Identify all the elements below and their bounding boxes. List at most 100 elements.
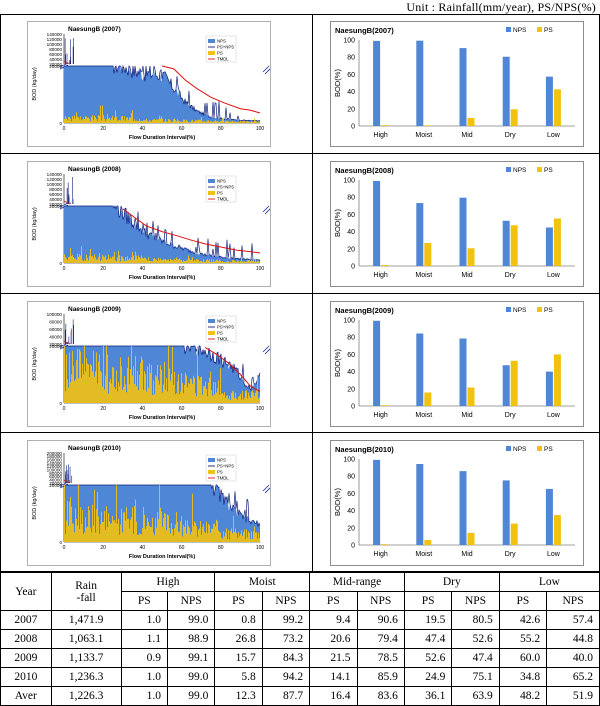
bar-nps	[502, 365, 510, 406]
ps-bar	[126, 507, 127, 542]
ps-bar	[198, 259, 199, 263]
ps-bar	[233, 391, 234, 403]
ps-bar	[247, 398, 248, 403]
ps-bar	[203, 121, 204, 123]
table-row: Aver 1,226.3 1.0 99.0 12.3 87.7 16.4 83.6 36…	[0, 686, 600, 706]
ps-bar	[140, 121, 141, 123]
ps-bar	[119, 119, 120, 123]
ps-bar	[72, 350, 73, 403]
ps-bar	[90, 121, 91, 123]
ps-bar	[172, 121, 173, 123]
ps-bar	[78, 256, 79, 263]
ps-bar	[221, 537, 222, 542]
legend-label: PS	[544, 167, 553, 174]
ps-bar	[158, 119, 159, 123]
ps-bar	[219, 121, 220, 123]
ps-bar	[218, 530, 219, 542]
cell-value: 26.8	[214, 629, 263, 649]
ps-bar	[184, 119, 185, 123]
ps-bar	[235, 392, 236, 403]
y-tick-label: 0	[351, 543, 355, 550]
ps-bar	[202, 261, 203, 263]
ps-bar	[107, 527, 108, 542]
ps-bar	[65, 391, 66, 403]
ps-bar	[98, 361, 99, 403]
ps-bar	[229, 539, 230, 542]
x-tick-label: High	[373, 412, 388, 419]
legend-swatch	[208, 458, 215, 462]
ps-bar	[69, 501, 70, 542]
ps-bar	[240, 261, 241, 263]
ps-bar	[213, 381, 214, 403]
legend-label: NPS	[217, 179, 226, 184]
cell-value: 1.0	[120, 610, 168, 630]
ps-bar	[153, 119, 154, 123]
ps-bar	[76, 359, 77, 403]
ps-bar	[181, 259, 182, 263]
ps-bar	[125, 520, 126, 542]
x-tick-label: Low	[547, 551, 561, 558]
table-row: 2009 1,133.7 0.9 99.1 15.7 84.3 21.5 78.5 52…	[0, 648, 600, 668]
header-group: Low	[498, 572, 600, 592]
ps-bar	[115, 110, 116, 123]
ps-bar	[186, 260, 187, 263]
ps-bar	[225, 120, 226, 123]
ps-bar	[196, 396, 197, 403]
ps-bar	[163, 518, 164, 542]
ps-bar	[194, 259, 195, 263]
chart-title: NaesungB (2009)	[68, 306, 121, 313]
ps-bar	[251, 391, 252, 403]
header-group: Mid-range	[309, 572, 405, 592]
ps-bar	[173, 535, 174, 542]
ps-bar	[210, 120, 211, 123]
ps-bar	[175, 524, 176, 542]
ps-bar	[256, 261, 257, 263]
x-tick-label: 100	[256, 545, 265, 551]
tmdl-line	[122, 208, 261, 254]
ps-bar	[73, 257, 74, 263]
ps-bar	[83, 117, 84, 123]
ps-bar	[77, 348, 78, 403]
y-tick-label: 0	[59, 540, 62, 545]
ps-bar	[206, 121, 207, 123]
ps-bar	[102, 254, 103, 263]
ps-bar	[161, 116, 162, 123]
ps-bar	[76, 259, 77, 263]
ps-bar	[205, 261, 206, 263]
ps-bar	[90, 248, 91, 263]
ps-bar	[110, 523, 111, 542]
chart-title: NaesungB(2008)	[335, 166, 394, 175]
ps-bar	[134, 119, 135, 123]
ps-bar	[223, 118, 224, 123]
ps-bar	[162, 526, 163, 542]
ps-bar	[190, 122, 191, 123]
x-axis-label: Flow Duration Interval(%)	[129, 135, 195, 141]
ps-bar	[245, 122, 246, 123]
ps-bar	[244, 529, 245, 542]
y-tick-label: 20000	[49, 202, 62, 207]
ps-bar	[247, 260, 248, 263]
x-tick-label: Moist	[415, 272, 432, 279]
ps-bar	[144, 371, 145, 403]
ps-bar	[174, 528, 175, 542]
ps-bar	[201, 534, 202, 542]
ps-bar	[118, 519, 119, 542]
ps-bar	[178, 374, 179, 403]
ps-bar	[106, 346, 107, 403]
ps-bar	[245, 539, 246, 542]
cell-rain: 1,471.9	[50, 610, 122, 630]
legend-label: NPS	[513, 307, 527, 314]
y-tick-label: 0	[59, 121, 62, 126]
ps-bar	[188, 382, 189, 403]
ps-bar	[133, 121, 134, 123]
ps-bar	[178, 259, 179, 263]
ps-bar	[160, 118, 161, 123]
cell-value: 20.6	[309, 629, 358, 649]
x-tick-label: 100	[256, 406, 265, 412]
ps-bar	[97, 383, 98, 403]
ps-bar	[171, 373, 172, 403]
ps-bar	[219, 532, 220, 542]
x-tick-label: Low	[547, 132, 561, 139]
ps-bar	[111, 383, 112, 403]
ps-bar	[141, 534, 142, 542]
